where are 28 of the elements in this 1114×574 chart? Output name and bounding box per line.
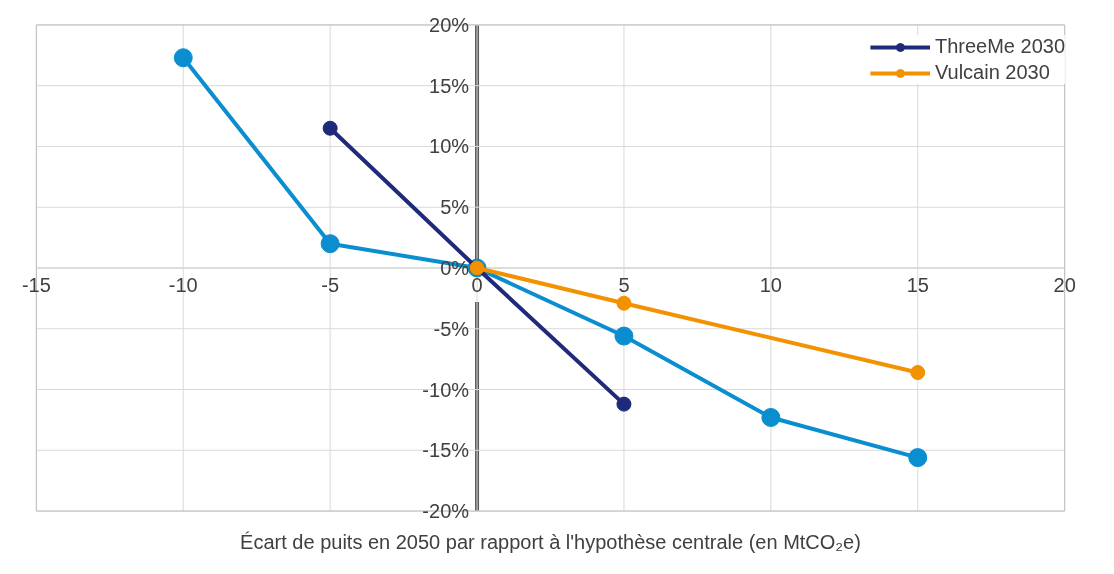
point xyxy=(910,365,926,380)
x-tick-label: 20 xyxy=(1053,274,1076,296)
point xyxy=(322,120,338,136)
y-tick-label: 5% xyxy=(440,196,470,219)
x-tick-label: 5 xyxy=(618,274,630,296)
point xyxy=(908,448,928,468)
point xyxy=(761,408,781,427)
x-tick-label: -10 xyxy=(168,274,198,296)
y-tick-label: 10% xyxy=(429,135,470,158)
x-tick-label: -5 xyxy=(321,274,340,296)
y-tick-label: 15% xyxy=(429,74,470,97)
x-tick-label: 15 xyxy=(906,274,929,296)
x-tick-label: 10 xyxy=(759,274,782,296)
x-tick-label: 0 xyxy=(471,274,483,296)
point xyxy=(173,48,193,68)
y-tick-label: 20% xyxy=(429,13,470,36)
point xyxy=(616,396,632,412)
legend-label: Vulcain 2030 xyxy=(934,61,1050,84)
legend-label: ThreeMe 2030 xyxy=(934,35,1065,58)
point xyxy=(614,326,634,346)
point xyxy=(616,295,632,311)
y-tick-label: -10% xyxy=(422,378,470,401)
y-tick-label: -20% xyxy=(422,500,470,523)
point xyxy=(320,234,340,254)
x-axis-title: Écart de puits en 2050 par rapport à l'hypothèse centrale (en MtCO₂e) xyxy=(240,530,861,553)
y-tick-label: -15% xyxy=(422,439,470,462)
x-tick-label: -15 xyxy=(21,274,51,296)
y-tick-label: -5% xyxy=(433,317,470,340)
